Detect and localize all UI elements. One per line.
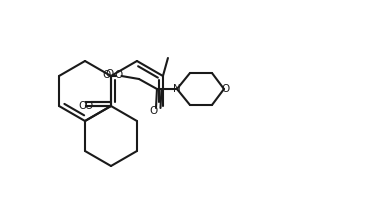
Text: N: N — [173, 84, 181, 94]
Text: O: O — [150, 106, 158, 116]
Text: O: O — [85, 101, 93, 111]
Text: O: O — [79, 101, 87, 111]
Text: O: O — [115, 70, 123, 80]
Text: O: O — [106, 69, 114, 79]
Text: O: O — [103, 70, 111, 80]
Text: O: O — [222, 84, 230, 94]
